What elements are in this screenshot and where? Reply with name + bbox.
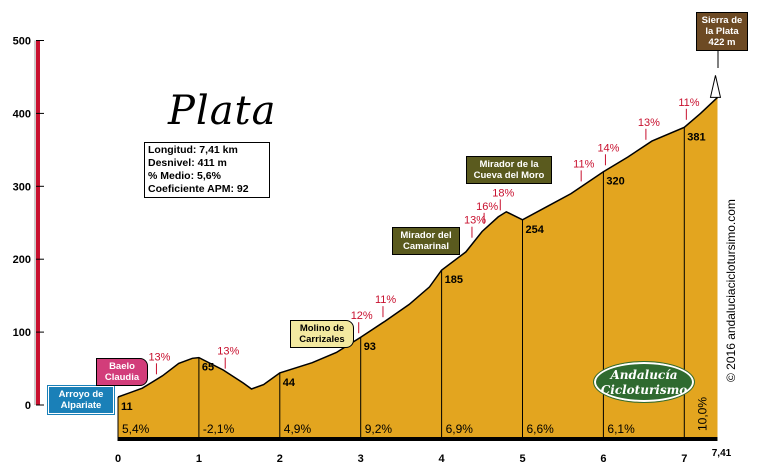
gradient-annotation: 13% bbox=[464, 215, 486, 227]
gradient-annotation: 11% bbox=[573, 158, 594, 170]
segment-gradient-label: 9,2% bbox=[365, 422, 393, 436]
segment-gradient-label: -2,1% bbox=[203, 422, 235, 436]
segment-gradient-label: 5,4% bbox=[122, 422, 150, 436]
segment-gradient-label: 10,0% bbox=[695, 397, 709, 431]
segment-gradient-label: 6,9% bbox=[446, 422, 474, 436]
x-tick-label: 2 bbox=[277, 453, 283, 465]
gradient-annotation: 13% bbox=[148, 351, 170, 363]
x-end-label: 7,41 bbox=[712, 448, 732, 459]
stat-apm-coefficient: Coeficiente APM: 92 bbox=[148, 183, 249, 195]
gradient-annotation: 13% bbox=[638, 117, 660, 129]
gradient-annotation: 12% bbox=[351, 310, 373, 322]
x-tick-label: 6 bbox=[600, 453, 606, 465]
segment-gradient-label: 6,1% bbox=[607, 422, 635, 436]
x-tick-label: 1 bbox=[196, 453, 202, 465]
km-elevation-label: 65 bbox=[202, 362, 214, 374]
andalucia-cicloturismo-logo: Andalucía Cicloturismo bbox=[593, 361, 695, 403]
km-elevation-label: 320 bbox=[606, 176, 624, 188]
waypoint-mirador-cueva-del-moro: Mirador de la Cueva del Moro bbox=[466, 156, 552, 184]
chart-title: Plata bbox=[168, 88, 277, 134]
y-tick-label: 400 bbox=[13, 108, 31, 120]
stat-length: Longitud: 7,41 km bbox=[148, 144, 238, 156]
antenna-icon bbox=[709, 75, 722, 98]
waypoint-molino-de-carrizales: Molino de Carrizales bbox=[290, 320, 354, 348]
y-tick-label: 500 bbox=[13, 36, 31, 48]
waypoint-arroyo-de-alpariate: Arroyo de Alpariate bbox=[47, 385, 115, 415]
km-elevation-label: 11 bbox=[121, 401, 133, 413]
x-tick-label: 0 bbox=[115, 453, 121, 465]
segment-gradient-label: 6,6% bbox=[527, 422, 555, 436]
y-tick-label: 200 bbox=[13, 254, 31, 266]
km-elevation-label: 254 bbox=[526, 224, 545, 236]
stat-average-gradient: % Medio: 5,6% bbox=[148, 170, 221, 182]
y-axis-bar bbox=[36, 40, 40, 405]
elevation-line bbox=[117, 96, 719, 398]
gradient-annotation: 11% bbox=[678, 97, 699, 109]
km-elevation-label: 44 bbox=[283, 377, 296, 389]
baseline-bar bbox=[118, 437, 718, 441]
gradient-annotation: 16% bbox=[476, 201, 498, 213]
gradient-annotation: 14% bbox=[597, 142, 619, 154]
x-tick-label: 5 bbox=[519, 453, 525, 465]
x-tick-label: 3 bbox=[358, 453, 364, 465]
segment-gradient-label: 4,9% bbox=[284, 422, 312, 436]
waypoint-mirador-del-camarinal: Mirador del Camarinal bbox=[392, 227, 460, 255]
y-tick-label: 0 bbox=[25, 400, 31, 412]
gradient-annotation: 18% bbox=[492, 187, 514, 199]
gradient-annotation: 13% bbox=[217, 346, 239, 358]
stats-box: Longitud: 7,41 km Desnivel: 411 m % Medi… bbox=[144, 142, 270, 198]
waypoint-baelo-claudia: Baelo Claudia bbox=[96, 358, 148, 386]
waypoint-sierra-de-la-plata: Sierra de la Plata 422 m bbox=[696, 12, 748, 51]
y-tick-label: 300 bbox=[13, 181, 31, 193]
x-tick-label: 7 bbox=[681, 453, 687, 465]
km-elevation-label: 93 bbox=[364, 341, 376, 353]
km-elevation-label: 381 bbox=[687, 131, 705, 143]
gradient-annotation: 11% bbox=[375, 294, 396, 306]
elevation-area bbox=[118, 97, 718, 442]
stat-ascent: Desnivel: 411 m bbox=[148, 157, 227, 169]
km-elevation-label: 185 bbox=[445, 274, 463, 286]
x-tick-label: 4 bbox=[439, 453, 446, 465]
copyright-watermark: © 2016 andaluciaciclotursimo.com bbox=[724, 199, 738, 382]
y-tick-label: 100 bbox=[13, 327, 31, 339]
